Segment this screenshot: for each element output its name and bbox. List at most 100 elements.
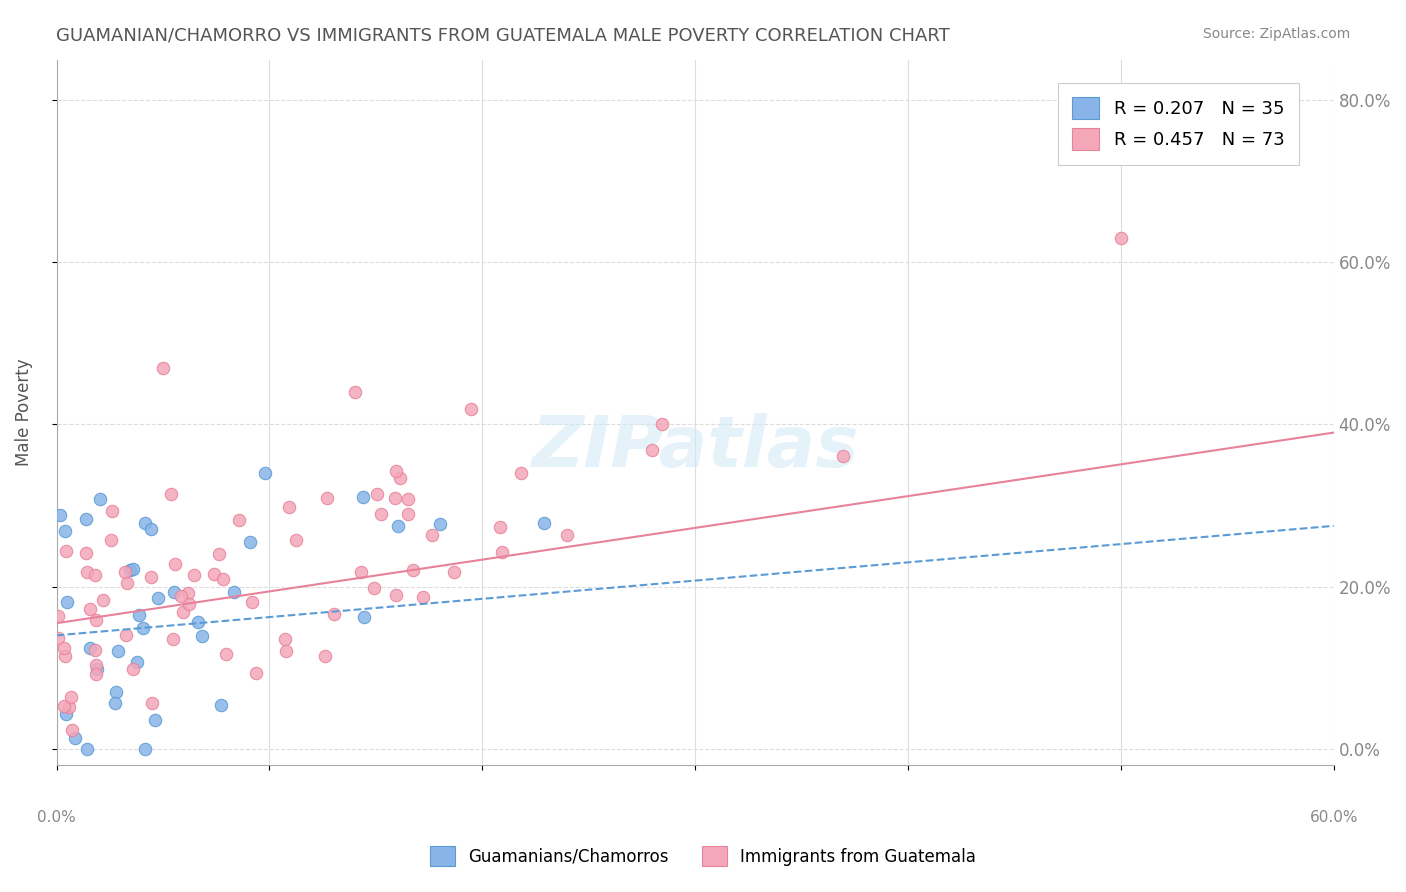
Point (322, 607, 344, 621)
Point (53, 641, 76, 656)
Legend: Guamanians/Chamorros, Immigrants from Guatemala: Guamanians/Chamorros, Immigrants from Gu… (422, 838, 984, 875)
Point (832, 449, 855, 463)
Point (172, 605, 194, 619)
Point (388, 471, 411, 485)
Point (489, 520, 512, 534)
Point (134, 742, 156, 756)
Point (55, 544, 77, 558)
Point (274, 632, 297, 646)
Point (152, 360, 174, 375)
Point (191, 629, 214, 643)
Point (245, 665, 267, 680)
Point (122, 562, 145, 576)
Point (58, 700, 80, 714)
Point (75, 547, 97, 561)
Point (510, 466, 533, 480)
Point (114, 627, 136, 641)
Point (162, 632, 184, 647)
Point (84, 568, 107, 582)
Point (104, 696, 127, 710)
Point (139, 570, 162, 584)
Point (211, 572, 233, 586)
Point (55, 706, 77, 721)
Point (75, 512, 97, 526)
Point (121, 662, 143, 676)
Point (159, 487, 181, 501)
Point (641, 443, 664, 458)
Point (215, 647, 238, 661)
Point (384, 491, 406, 505)
Point (63, 731, 86, 746)
Point (651, 417, 673, 432)
Point (84, 666, 107, 681)
Point (128, 607, 150, 622)
Point (84, 642, 107, 657)
Point (141, 522, 163, 536)
Point (363, 581, 385, 595)
Point (120, 562, 142, 576)
Point (443, 565, 465, 579)
Point (402, 563, 425, 577)
Point (141, 696, 163, 710)
Point (134, 516, 156, 531)
Point (114, 565, 136, 579)
Point (53, 524, 76, 538)
Point (314, 649, 336, 664)
Point (86, 662, 108, 676)
Point (183, 568, 205, 582)
Point (55, 648, 77, 663)
Point (387, 519, 409, 533)
Point (253, 466, 276, 480)
Point (177, 597, 200, 611)
Text: 60.0%: 60.0% (1309, 810, 1358, 825)
Point (48, 609, 70, 624)
Point (187, 615, 209, 629)
Point (132, 621, 155, 635)
Point (79, 602, 101, 616)
Point (107, 644, 129, 658)
Point (165, 557, 187, 571)
Point (366, 487, 388, 501)
Text: 0.0%: 0.0% (37, 810, 76, 825)
Point (209, 698, 232, 713)
Point (350, 566, 373, 580)
Point (460, 401, 482, 416)
Point (52, 699, 75, 714)
Point (100, 533, 122, 548)
Point (370, 508, 392, 522)
Point (353, 610, 375, 624)
Point (76, 565, 98, 579)
Point (384, 588, 406, 602)
Point (278, 500, 301, 515)
Point (239, 535, 262, 549)
Legend: R = 0.207   N = 35, R = 0.457   N = 73: R = 0.207 N = 35, R = 0.457 N = 73 (1057, 83, 1299, 165)
Point (93, 593, 115, 607)
Point (1109, 231, 1132, 245)
Point (46, 632, 69, 646)
Point (207, 547, 229, 561)
Point (420, 528, 443, 542)
Point (352, 491, 374, 505)
Point (240, 595, 263, 609)
Point (169, 589, 191, 603)
Point (84, 658, 107, 673)
Point (396, 507, 419, 521)
Point (429, 516, 451, 531)
Point (177, 586, 200, 600)
Text: GUAMANIAN/CHAMORRO VS IMMIGRANTS FROM GUATEMALA MALE POVERTY CORRELATION CHART: GUAMANIAN/CHAMORRO VS IMMIGRANTS FROM GU… (56, 27, 950, 45)
Y-axis label: Male Poverty: Male Poverty (15, 359, 32, 467)
Point (146, 591, 169, 605)
Point (555, 528, 578, 542)
Point (412, 591, 434, 605)
Point (491, 545, 513, 559)
Point (60, 723, 83, 737)
Point (127, 656, 149, 670)
Point (84, 613, 107, 627)
Point (228, 512, 250, 526)
Point (143, 713, 166, 727)
Text: Source: ZipAtlas.com: Source: ZipAtlas.com (1202, 27, 1350, 41)
Text: ZIPatlas: ZIPatlas (531, 413, 859, 482)
Point (274, 644, 297, 658)
Point (89, 492, 111, 507)
Point (101, 504, 124, 518)
